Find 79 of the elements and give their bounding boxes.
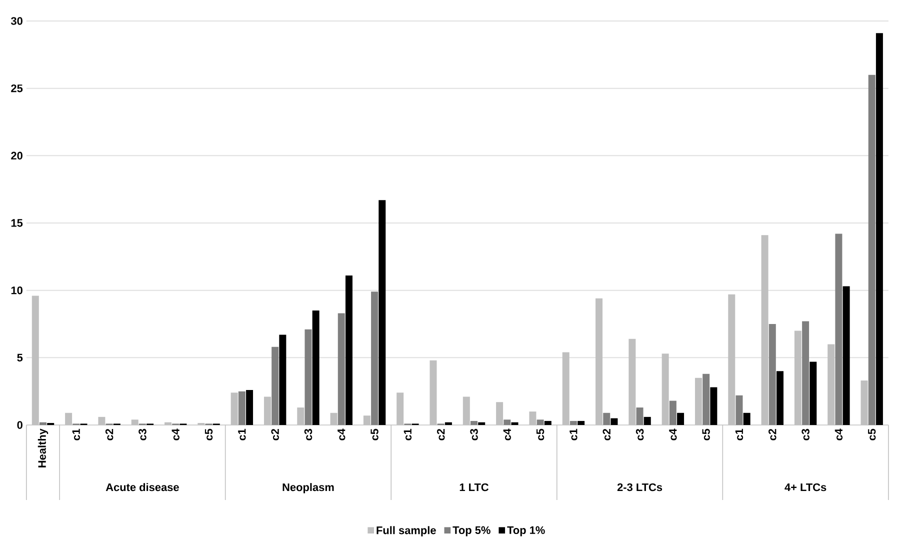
bar [470,420,478,425]
x-tick-label: c1 [404,428,412,440]
bar [776,371,784,425]
bar [378,200,386,425]
bar [578,420,585,425]
bar [511,422,518,425]
legend-label: Full sample [376,526,436,536]
y-tick-label: 15 [11,219,23,227]
bar [868,74,876,425]
text: 2-3 LTCs [617,483,662,492]
text: Neoplasm [282,483,334,494]
x-tick-label: c4 [834,428,843,440]
x-tick-label: c3 [636,428,644,440]
x-tick-label: c1 [570,428,578,440]
text: 1 LTC [460,483,489,492]
y-tick-label: 25 [11,84,23,92]
x-tick-label: c3 [802,428,810,440]
bar [669,400,676,425]
x-tick-label: Healthy [38,428,48,468]
x-tick-label: c4 [172,428,180,440]
bar [536,420,544,425]
x-tick-label: c3 [138,428,146,440]
x-tick-label: c4 [669,428,677,440]
bar [768,324,776,425]
x-tick-label: c2 [602,428,610,440]
x-tick-label: c5 [536,428,544,440]
y-tick-label: 20 [11,152,22,160]
x-tick-label: c5 [204,428,213,440]
bar [842,286,850,425]
bar [312,310,320,425]
bar [810,362,817,425]
bar [272,346,279,425]
bar [710,387,718,425]
bar [603,412,610,425]
bar [636,407,644,425]
bar [610,418,618,425]
bar [677,412,684,425]
text: Acute disease [106,483,179,492]
x-tick-label: c3 [304,428,312,440]
bar [876,33,883,425]
bar [544,420,552,425]
bar [835,234,842,425]
x-tick-label: c3 [470,428,478,440]
x-tick-label: c1 [72,428,80,440]
bar [279,334,286,425]
x-tick-label: c5 [868,428,876,440]
bar [444,422,452,425]
x-tick-label: c4 [503,428,511,440]
x-tick-label: c1 [238,428,246,440]
text: 4+ LTCs [784,483,826,492]
y-tick-label: 5 [17,354,23,362]
legend-label: Top 1% [507,526,545,536]
bar [736,395,743,425]
bar [238,391,246,425]
x-tick-label: c5 [702,428,710,440]
bar [644,416,651,425]
y-tick-label: 0 [17,421,22,429]
bar [246,390,254,425]
x-tick-label: c5 [370,428,378,440]
x-tick-label: c2 [271,428,279,440]
y-tick-label: 10 [11,286,22,294]
y-tick-label: 30 [10,17,22,25]
bar [802,321,810,425]
bar [371,292,378,425]
x-tick-label: c2 [768,428,776,440]
bar [743,412,750,425]
x-tick-label: c1 [735,428,744,440]
bar [304,329,312,425]
legend-label: Top 5% [452,526,490,536]
bar [40,422,46,425]
bar [504,420,511,425]
bar [478,422,486,425]
x-tick-label: c2 [436,428,445,440]
x-tick-label: c2 [105,428,114,440]
bar [702,374,710,425]
bar [570,420,577,425]
x-tick-label: c4 [338,428,346,440]
bar [338,313,345,425]
bar [345,276,352,425]
